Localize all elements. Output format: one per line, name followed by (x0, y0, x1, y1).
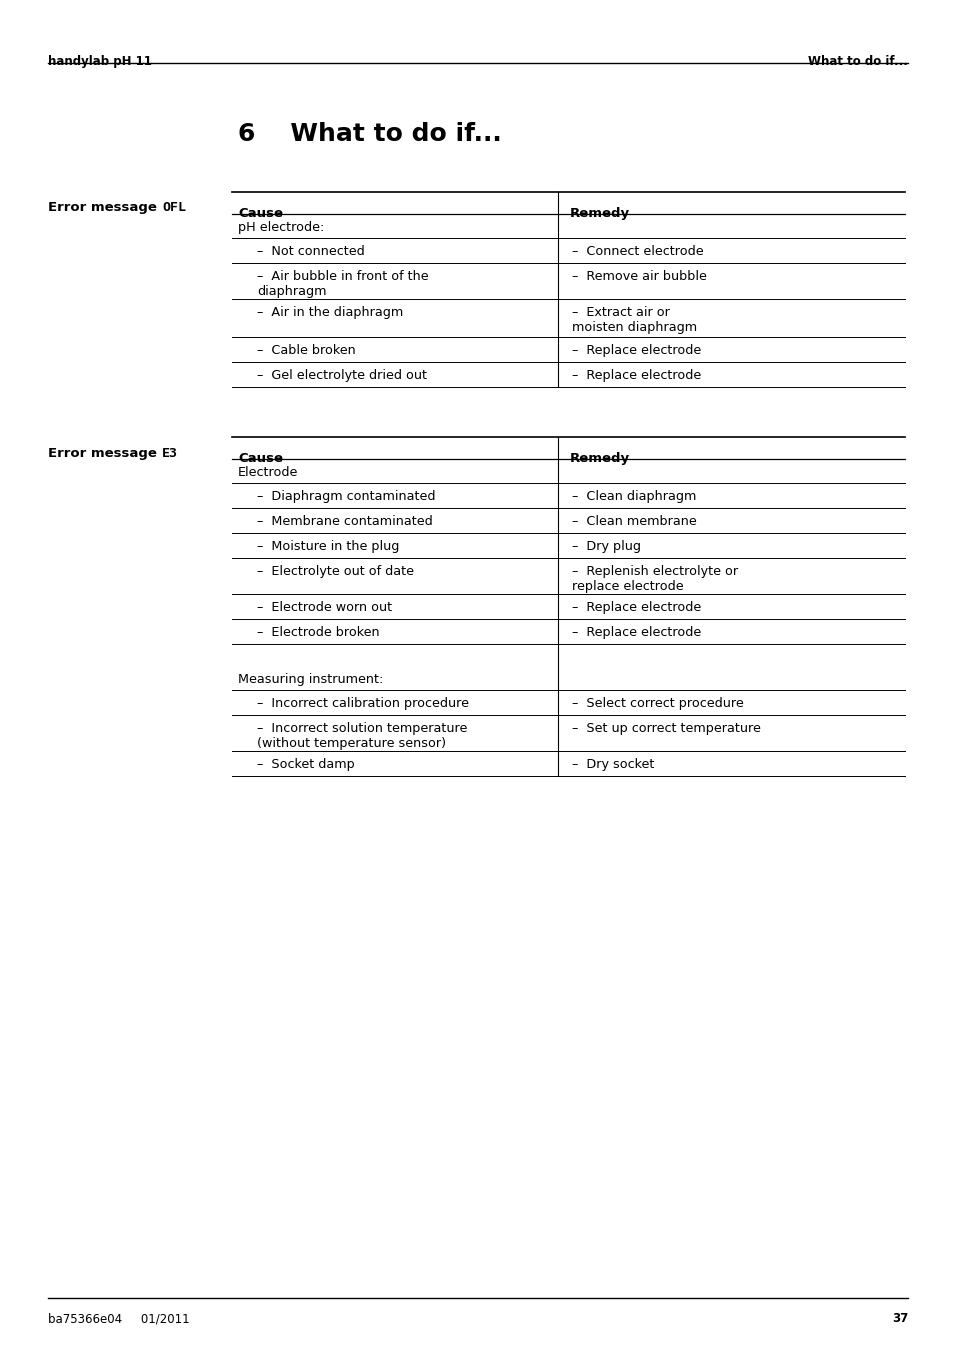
Text: Remedy: Remedy (569, 207, 630, 220)
Text: –  Replenish electrolyte or
replace electrode: – Replenish electrolyte or replace elect… (572, 565, 738, 593)
Text: –  Remove air bubble: – Remove air bubble (572, 270, 706, 282)
Text: –  Clean membrane: – Clean membrane (572, 515, 696, 528)
Text: Cause: Cause (237, 207, 283, 220)
Text: –  Extract air or
moisten diaphragm: – Extract air or moisten diaphragm (572, 305, 697, 334)
Text: –  Replace electrode: – Replace electrode (572, 345, 700, 357)
Text: –  Replace electrode: – Replace electrode (572, 369, 700, 382)
Text: –  Air in the diaphragm: – Air in the diaphragm (256, 305, 403, 319)
Text: –  Select correct procedure: – Select correct procedure (572, 697, 743, 711)
Text: –  Membrane contaminated: – Membrane contaminated (256, 515, 433, 528)
Text: 6    What to do if...: 6 What to do if... (237, 122, 501, 146)
Text: –  Connect electrode: – Connect electrode (572, 245, 703, 258)
Text: Cause: Cause (237, 453, 283, 465)
Text: –  Clean diaphragm: – Clean diaphragm (572, 490, 696, 503)
Text: Error message: Error message (48, 447, 161, 459)
Text: –  Electrode worn out: – Electrode worn out (256, 601, 392, 613)
Text: –  Air bubble in front of the
diaphragm: – Air bubble in front of the diaphragm (256, 270, 428, 299)
Text: –  Electrode broken: – Electrode broken (256, 626, 379, 639)
Text: Error message: Error message (48, 201, 161, 213)
Text: –  Dry socket: – Dry socket (572, 758, 654, 771)
Text: What to do if...: What to do if... (807, 55, 907, 68)
Text: 37: 37 (891, 1312, 907, 1325)
Text: Measuring instrument:: Measuring instrument: (237, 673, 383, 686)
Text: –  Diaphragm contaminated: – Diaphragm contaminated (256, 490, 435, 503)
Text: –  Replace electrode: – Replace electrode (572, 626, 700, 639)
Text: –  Socket damp: – Socket damp (256, 758, 355, 771)
Text: E3: E3 (162, 447, 178, 459)
Text: –  Moisture in the plug: – Moisture in the plug (256, 540, 399, 553)
Text: –  Set up correct temperature: – Set up correct temperature (572, 721, 760, 735)
Text: –  Dry plug: – Dry plug (572, 540, 640, 553)
Text: pH electrode:: pH electrode: (237, 222, 324, 234)
Text: –  Incorrect solution temperature
(without temperature sensor): – Incorrect solution temperature (withou… (256, 721, 467, 750)
Text: –  Not connected: – Not connected (256, 245, 364, 258)
Text: –  Gel electrolyte dried out: – Gel electrolyte dried out (256, 369, 427, 382)
Text: Remedy: Remedy (569, 453, 630, 465)
Text: –  Replace electrode: – Replace electrode (572, 601, 700, 613)
Text: OFL: OFL (162, 201, 186, 213)
Text: handylab pH 11: handylab pH 11 (48, 55, 152, 68)
Text: –  Cable broken: – Cable broken (256, 345, 355, 357)
Text: –  Electrolyte out of date: – Electrolyte out of date (256, 565, 414, 578)
Text: ba75366e04     01/2011: ba75366e04 01/2011 (48, 1312, 190, 1325)
Text: –  Incorrect calibration procedure: – Incorrect calibration procedure (256, 697, 469, 711)
Text: Electrode: Electrode (237, 466, 298, 480)
